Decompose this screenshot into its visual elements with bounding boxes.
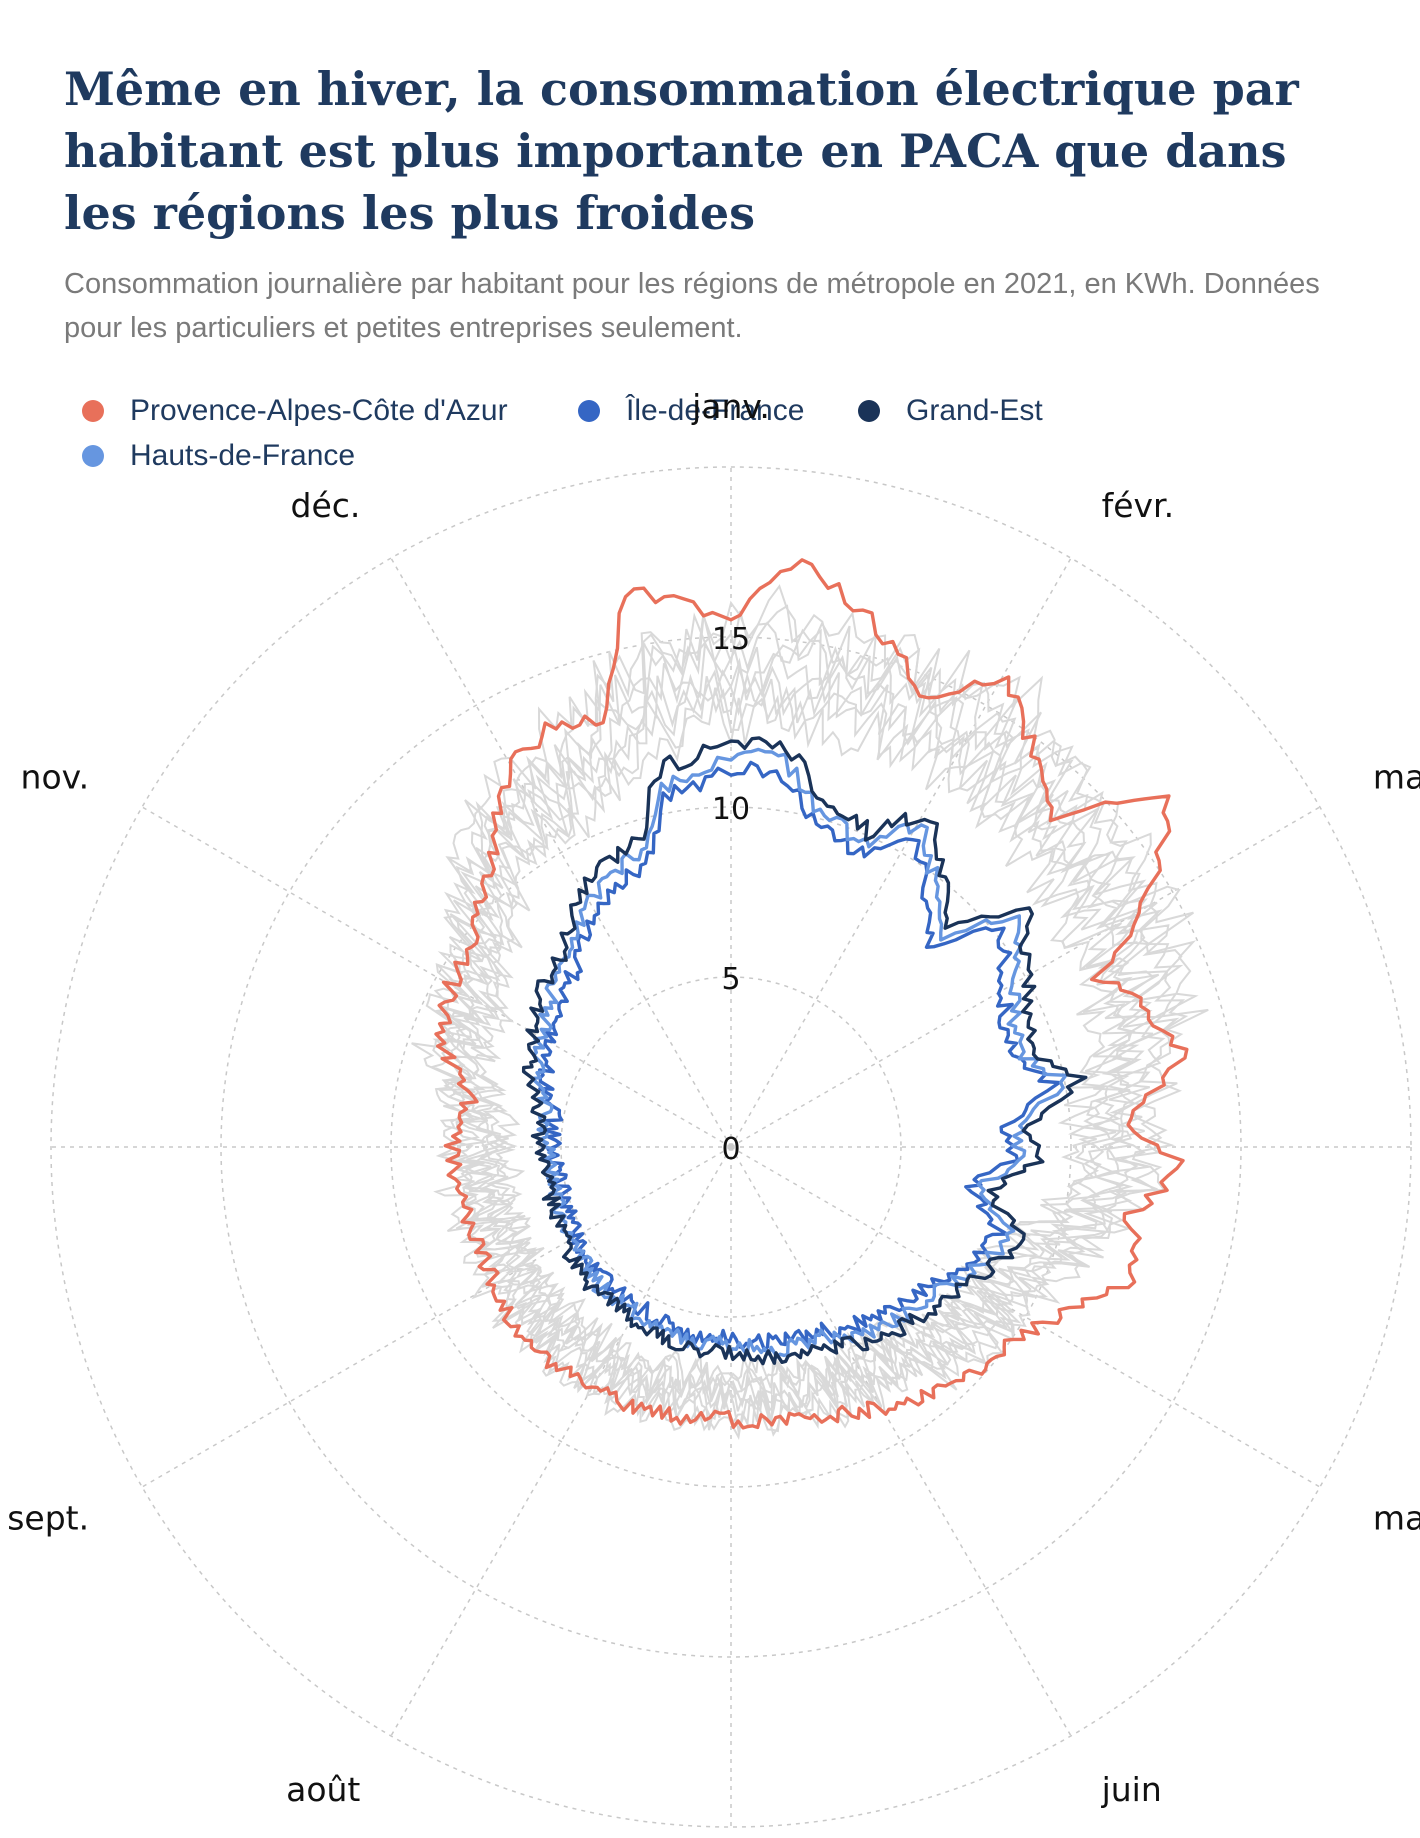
month-label: juin xyxy=(1101,1770,1162,1809)
legend-item-paca[interactable]: Provence-Alpes-Côte d'Azur xyxy=(82,394,508,428)
other-region-line xyxy=(447,665,1160,1407)
month-label: sept. xyxy=(7,1499,89,1538)
radial-tick-label: 15 xyxy=(712,622,750,657)
month-label: nov. xyxy=(21,757,90,796)
month-label: déc. xyxy=(291,486,361,525)
legend-item-grand-est[interactable]: Grand-Est xyxy=(858,394,1043,428)
grid-spoke xyxy=(730,806,1321,1148)
legend-dot-idf xyxy=(578,400,600,422)
grid-circle xyxy=(390,806,1072,1488)
legend-label-idf: Île-de-France xyxy=(626,394,805,427)
legend-dot-paca xyxy=(82,400,104,422)
legend-dot-hdf xyxy=(82,445,104,467)
month-label: août xyxy=(286,1770,360,1809)
legend-item-idf[interactable]: Île-de-France xyxy=(578,394,804,428)
radial-tick-label: 5 xyxy=(721,962,740,997)
chart-title: Même en hiver, la consommation électriqu… xyxy=(64,62,1299,240)
month-label: mai xyxy=(1373,1499,1420,1538)
month-label: mars xyxy=(1373,757,1420,796)
radial-tick-label: 10 xyxy=(712,792,750,827)
month-label: févr. xyxy=(1102,486,1174,525)
series-line-0 xyxy=(434,558,1189,1430)
grid-circle xyxy=(560,976,902,1318)
radial-tick-label: 0 xyxy=(721,1132,740,1167)
legend-dot-grand-est xyxy=(858,400,880,422)
grid-circle xyxy=(50,466,1412,1828)
legend-label-grand-est: Grand-Est xyxy=(906,394,1043,427)
legend-label-hdf: Hauts-de-France xyxy=(130,439,356,472)
legend-item-hdf[interactable]: Hauts-de-France xyxy=(82,439,355,473)
series-line-2 xyxy=(521,736,1088,1366)
grid-spoke xyxy=(730,1146,1321,1488)
month-label: janv. xyxy=(691,387,770,426)
series-line-1 xyxy=(537,760,1061,1352)
legend-label-paca: Provence-Alpes-Côte d'Azur xyxy=(130,394,508,427)
chart-subtitle: Consommation journalière par habitant po… xyxy=(64,268,1320,344)
grid-spoke xyxy=(141,1146,732,1488)
